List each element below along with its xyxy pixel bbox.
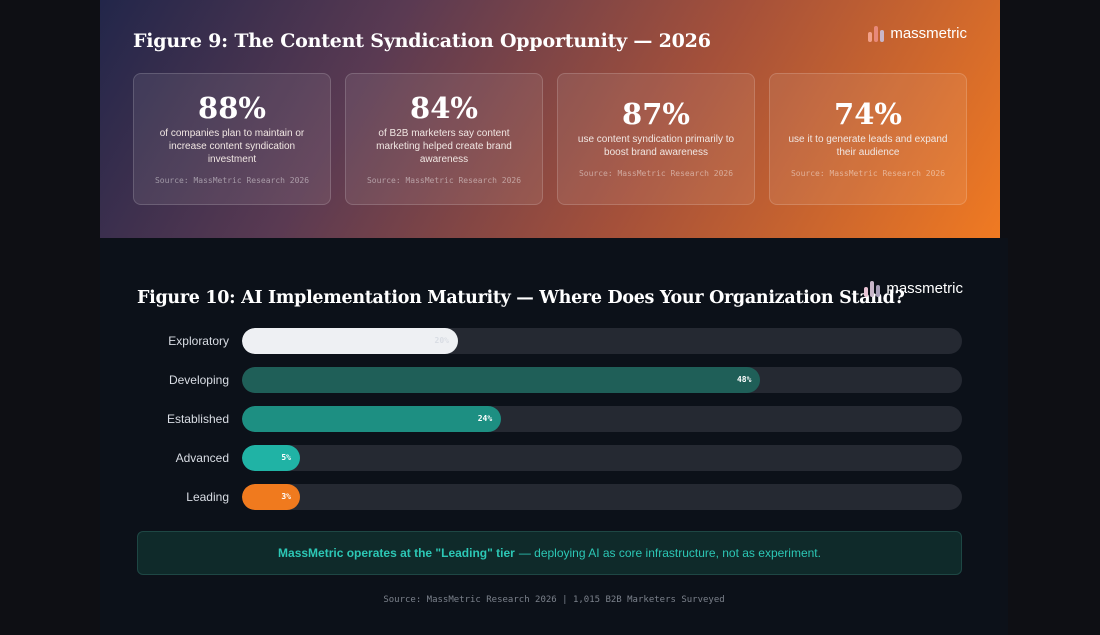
brand-name: massmetric — [890, 25, 967, 42]
stat-source: Source: MassMetric Research 2026 — [154, 175, 310, 185]
bar-developing: 48% — [242, 367, 761, 393]
stat-card: 88% of companies plan to maintain or inc… — [133, 73, 331, 205]
stat-value: 84% — [410, 90, 478, 125]
bar-value-label: 24% — [477, 414, 493, 423]
bar-advanced: 5% — [242, 445, 300, 471]
bar-value-label: 20% — [434, 336, 449, 345]
stat-card: 84% of B2B marketers say content marketi… — [345, 73, 543, 205]
bar-row-advanced: Advanced 5% — [100, 445, 1008, 471]
bar-row-established: Established 24% — [100, 406, 1008, 432]
chart-source: Source: MassMetric Research 2026 | 1,015… — [383, 595, 725, 605]
stat-description: use content syndication primarily to boo… — [577, 134, 735, 158]
stat-value: 74% — [834, 97, 902, 131]
brand-name: massmetric — [886, 280, 963, 297]
bar-track: 5% — [242, 445, 962, 471]
bar-row-leading: Leading 3% — [100, 484, 1008, 510]
stat-description: of companies plan to maintain or increas… — [159, 127, 305, 165]
stat-card: 74% use it to generate leads and expand … — [769, 73, 967, 205]
bar-label: Exploratory — [168, 334, 229, 348]
leading-tier-callout: MassMetric operates at the "Leading" tie… — [137, 531, 962, 575]
bar-value-label: 3% — [281, 492, 291, 501]
callout-text: — deploying AI as core infrastructure, n… — [518, 546, 821, 560]
bar-label: Leading — [186, 490, 229, 504]
massmetric-logo-icon — [868, 25, 885, 42]
bar-label: Advanced — [175, 451, 229, 465]
stat-description: use it to generate leads and expand thei… — [788, 134, 948, 158]
bar-value-label: 48% — [736, 375, 752, 384]
callout-highlight: MassMetric operates at the "Leading" tie… — [278, 546, 515, 560]
figure-9-panel: Figure 9: The Content Syndication Opport… — [100, 0, 1000, 238]
figure-9-title: Figure 9: The Content Syndication Opport… — [133, 30, 711, 52]
bar-exploratory: 20% — [242, 328, 458, 354]
bar-track: 3% — [242, 484, 962, 510]
bar-label: Established — [166, 412, 229, 426]
bar-row-developing: Developing 48% — [100, 367, 1008, 393]
bar-track: 24% — [242, 406, 962, 432]
bar-label: Developing — [168, 373, 229, 387]
stat-card: 87% use content syndication primarily to… — [557, 73, 755, 205]
massmetric-logo-icon — [864, 280, 881, 297]
massmetric-logo: massmetric — [868, 25, 967, 42]
bar-row-exploratory: Exploratory 20% — [100, 328, 1008, 354]
bar-established: 24% — [242, 406, 502, 432]
stat-card-row: 88% of companies plan to maintain or inc… — [133, 73, 967, 205]
stat-value: 87% — [622, 97, 690, 131]
stat-source: Source: MassMetric Research 2026 — [790, 169, 946, 178]
figure-10-panel: Figure 10: AI Implementation Maturity — … — [100, 238, 1008, 635]
massmetric-logo: massmetric — [864, 280, 963, 297]
stat-description: of B2B marketers say content marketing h… — [376, 127, 512, 165]
stat-value: 88% — [198, 90, 266, 125]
bar-track: 48% — [242, 367, 962, 393]
bar-track: 20% — [242, 328, 962, 354]
stat-source: Source: MassMetric Research 2026 — [578, 169, 734, 178]
figure-10-title: Figure 10: AI Implementation Maturity — … — [137, 288, 905, 308]
bar-leading: 3% — [242, 484, 300, 510]
bar-value-label: 5% — [281, 453, 291, 462]
stat-source: Source: MassMetric Research 2026 — [366, 175, 522, 185]
